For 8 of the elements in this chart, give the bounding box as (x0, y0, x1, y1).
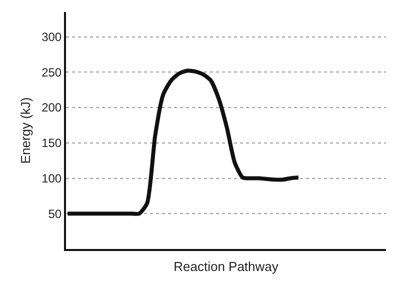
y-tick-label: 50 (48, 206, 62, 221)
y-tick-label: 250 (42, 65, 62, 80)
y-tick-label: 200 (42, 100, 62, 115)
y-tick-label: 300 (42, 30, 62, 44)
y-tick-label: 100 (42, 171, 62, 186)
y-axis-title: Energy (kJ) (18, 97, 34, 164)
y-tick-label: 150 (42, 136, 62, 150)
x-axis-title: Reaction Pathway (174, 259, 279, 274)
